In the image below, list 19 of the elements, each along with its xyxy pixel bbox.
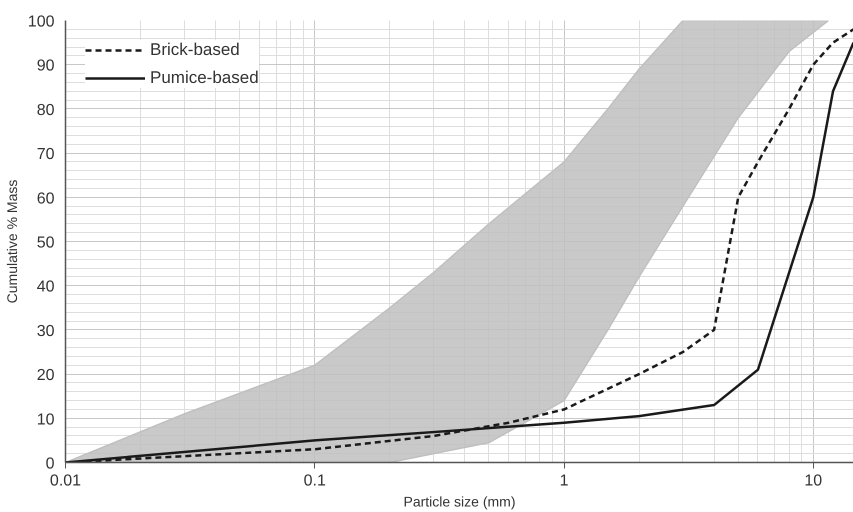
x-tick-label: 1 bbox=[560, 472, 569, 490]
x-axis-title: Particle size (mm) bbox=[403, 494, 516, 510]
y-tick-label: 100 bbox=[28, 14, 55, 30]
y-tick-label: 10 bbox=[36, 411, 55, 428]
y-tick-label: 30 bbox=[36, 322, 55, 340]
y-tick-label: 0 bbox=[46, 456, 55, 472]
y-tick-label: 40 bbox=[36, 278, 55, 296]
y-axis-title: Cumulative % Mass bbox=[4, 180, 20, 304]
x-tick-label: 10 bbox=[804, 472, 822, 490]
y-tick-label: 20 bbox=[36, 367, 55, 384]
x-tick-label: 0.01 bbox=[50, 472, 82, 490]
y-tick-label: 70 bbox=[36, 146, 55, 164]
y-tick-label: 80 bbox=[36, 102, 55, 119]
legend-label: Brick-based bbox=[150, 40, 240, 60]
y-tick-label: 60 bbox=[36, 190, 55, 208]
legend-label: Pumice-based bbox=[150, 68, 259, 88]
y-tick-label: 50 bbox=[36, 234, 55, 252]
y-tick-label: 90 bbox=[36, 58, 55, 75]
x-tick-label: 0.1 bbox=[304, 472, 326, 490]
